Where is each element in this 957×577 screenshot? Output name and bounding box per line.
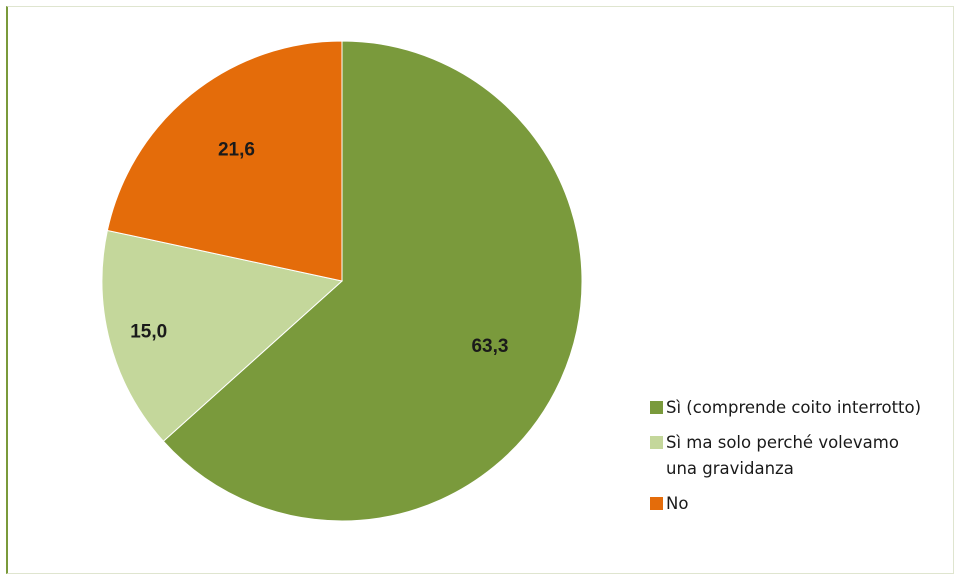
- chart-legend: Sì (comprende coito interrotto) Sì ma so…: [650, 395, 950, 526]
- data-label-1: 15,0: [130, 321, 167, 342]
- legend-swatch: [650, 497, 663, 510]
- legend-item-no: No: [650, 491, 950, 517]
- data-label-2: 21,6: [218, 139, 255, 160]
- data-label-0: 63,3: [471, 336, 508, 357]
- legend-item-si-comprende: Sì (comprende coito interrotto): [650, 395, 950, 421]
- legend-swatch: [650, 401, 663, 414]
- legend-label: No: [666, 491, 926, 517]
- legend-label: Sì ma solo perché volevamo una gravidanz…: [666, 430, 926, 482]
- legend-swatch: [650, 436, 663, 449]
- legend-label: Sì (comprende coito interrotto): [666, 395, 926, 421]
- legend-item-si-gravidanza: Sì ma solo perché volevamo una gravidanz…: [650, 430, 950, 482]
